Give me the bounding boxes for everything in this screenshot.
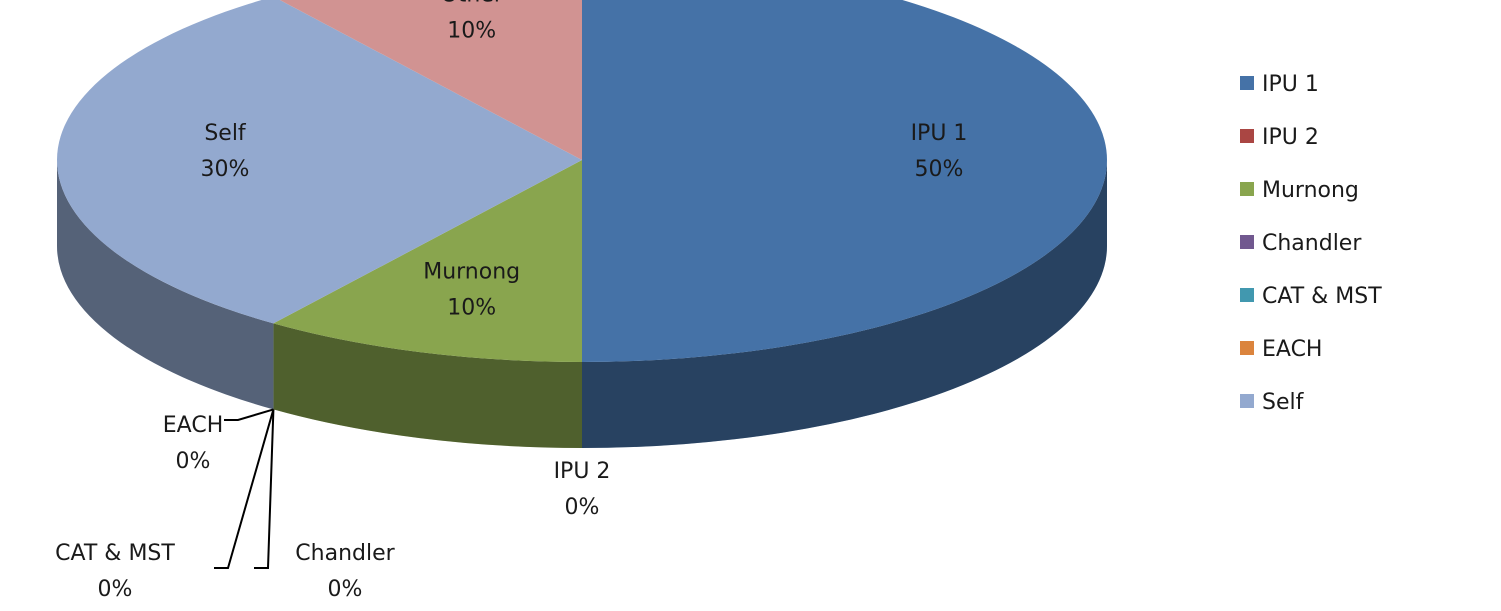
legend-swatch (1240, 182, 1254, 196)
label-name: Other (440, 0, 503, 8)
data-label: EACH 0% (163, 413, 223, 474)
data-label: Murnong 10% (423, 259, 520, 320)
leader-line (224, 408, 274, 421)
label-name: IPU 1 (911, 121, 968, 146)
data-label: IPU 2 0% (554, 459, 611, 520)
label-value: 0% (328, 577, 363, 602)
label-name: Murnong (423, 259, 520, 284)
legend-label: Other (1262, 443, 1325, 468)
label-value: 0% (98, 577, 133, 602)
legend-swatch (1240, 235, 1254, 249)
legend-label: IPU 1 (1262, 72, 1319, 97)
legend-label: IPU 2 (1262, 125, 1319, 150)
slice (279, 0, 582, 160)
data-labels: IPU 1 50%IPU 2 0%Murnong 10%Chandler 0%CAT &… (55, 0, 967, 602)
legend-swatch (1240, 76, 1254, 90)
leader-line (214, 409, 275, 569)
legend-swatch (1240, 288, 1254, 302)
label-value: 10% (447, 19, 496, 44)
legend-label: Self (1262, 390, 1305, 415)
legend-swatch (1240, 129, 1254, 143)
slice-side (273, 323, 582, 448)
slice-side-shade (273, 323, 582, 448)
legend: IPU 1 IPU 2 Murnong Chandler CAT & MST EACH Se… (1240, 72, 1382, 468)
legend-swatch (1240, 447, 1254, 461)
leader-line (254, 409, 275, 569)
data-label: CAT & MST 0% (55, 541, 175, 602)
legend-label: EACH (1262, 337, 1322, 362)
label-value: 0% (176, 449, 211, 474)
label-value: 30% (201, 157, 250, 182)
label-value: 50% (915, 157, 964, 182)
legend-swatch (1240, 341, 1254, 355)
slice (57, 0, 582, 324)
legend-swatch (1240, 394, 1254, 408)
data-label: Self 30% (201, 121, 250, 182)
legend-label: CAT & MST (1262, 284, 1382, 309)
data-label: Chandler 0% (295, 541, 395, 602)
pie-tops (57, 0, 1107, 362)
slice (582, 0, 1107, 362)
label-name: Self (204, 121, 247, 146)
slice-side-shade (57, 160, 274, 410)
data-label: Other 10% (440, 0, 503, 44)
data-label: IPU 1 50% (911, 121, 968, 182)
legend-label: Chandler (1262, 231, 1362, 256)
label-name: Chandler (295, 541, 395, 566)
slice-side (582, 160, 1107, 448)
legend-label: Murnong (1262, 178, 1359, 203)
label-name: EACH (163, 413, 223, 438)
slice (273, 160, 582, 362)
label-name: CAT & MST (55, 541, 175, 566)
slice-side-shade (582, 160, 1107, 448)
slice-side (57, 160, 274, 410)
label-name: IPU 2 (554, 459, 611, 484)
label-value: 10% (447, 295, 496, 320)
pie-sides (57, 160, 1107, 448)
label-value: 0% (565, 495, 600, 520)
